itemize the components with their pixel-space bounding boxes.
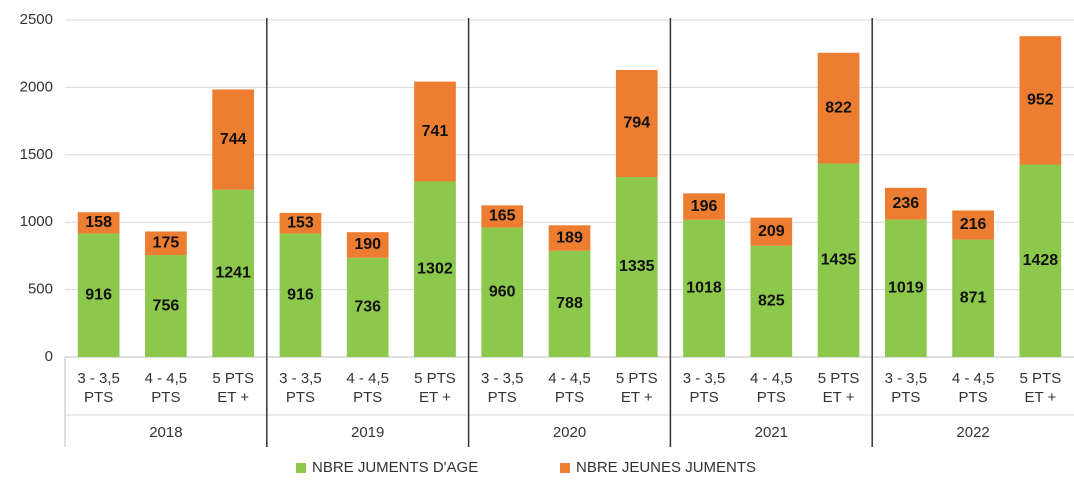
bar-segment [212,189,255,357]
data-label: 788 [556,295,583,312]
x-tick-label: 5 PTS ET + [1019,370,1062,406]
bar-segment [683,219,725,357]
data-label: 871 [960,290,987,307]
bar-segment [884,187,927,220]
data-label: 1335 [619,258,655,275]
data-label: 916 [85,286,112,303]
data-label: 825 [758,293,785,310]
x-tick-label: 4 - 4,5 PTS [750,370,793,406]
group-label: 2020 [553,424,586,441]
bar-segment [952,239,994,357]
x-tick-label: 4 - 4,5 PTS [951,370,995,406]
data-label: 216 [960,216,987,233]
data-label: 158 [85,214,112,231]
y-tick-label: 1500 [20,146,53,163]
legend-swatch [560,463,570,473]
x-tick-label: 5 PTS ET + [615,370,658,406]
bar-segment [817,52,860,164]
bar-segment [279,212,322,234]
data-label: 209 [758,223,785,240]
data-label: 960 [489,284,516,301]
data-label: 1428 [1023,252,1059,269]
data-label: 1019 [888,280,924,297]
data-label: 794 [623,115,650,132]
x-tick-label: 4 - 4,5 PTS [346,370,389,406]
data-label: 189 [556,229,583,246]
data-label: 196 [691,198,718,215]
data-label: 756 [153,297,180,314]
data-label: 1018 [686,280,722,297]
x-tick-label: 4 - 4,5 PTS [144,370,188,406]
bar-segment [212,89,255,190]
bar-segment [548,225,591,251]
bar-segment [346,232,389,258]
bar-segment [481,227,524,357]
legend-label: NBRE JUMENTS D'AGE [312,459,478,476]
data-label: 916 [287,286,314,303]
bar-segment [683,193,725,220]
data-label: 1435 [821,251,857,268]
data-label: 741 [422,123,449,140]
x-tick-label: 4 - 4,5 PTS [548,370,591,406]
bar-segment [615,177,658,357]
bar-segment [750,217,793,246]
y-tick-label: 500 [28,281,53,298]
bar-segment [414,81,456,182]
data-label: 153 [287,214,314,231]
data-label: 190 [354,236,381,253]
group-label: 2019 [351,424,384,441]
bar-segment [1019,164,1062,357]
bar-segment [77,233,120,357]
legend-label: NBRE JEUNES JUMENTS [576,459,756,476]
data-label: 822 [825,99,852,116]
data-label: 744 [220,131,247,148]
bar-segment [77,212,120,234]
bar-segment [952,210,994,240]
x-tick-label: 3 - 3,5 PTS [884,370,928,406]
data-label: 175 [153,235,180,252]
group-label: 2018 [149,424,182,441]
x-tick-label: 3 - 3,5 PTS [480,370,524,406]
bar-segment [884,219,927,357]
bar-segment [279,233,322,357]
data-label: 1241 [215,265,251,282]
group-label: 2022 [956,424,989,441]
bar-segment [145,231,187,256]
data-label: 236 [892,195,919,212]
bar-segment [1019,36,1062,165]
y-tick-label: 1000 [20,213,53,230]
bar-segment [414,181,456,357]
bar-segment [548,250,591,357]
x-tick-label: 5 PTS ET + [212,370,254,406]
data-label: 952 [1027,92,1054,109]
y-tick-label: 0 [45,348,53,365]
bar-segment [817,163,860,357]
x-tick-label: 3 - 3,5 PTS [77,370,120,406]
x-tick-label: 5 PTS ET + [817,370,860,406]
bar-segment [481,205,524,228]
y-tick-label: 2000 [20,78,53,95]
bar-segment [346,257,389,357]
bar-segment [145,255,187,357]
y-tick-label: 2500 [20,11,53,28]
data-label: 165 [489,208,516,225]
x-tick-label: 3 - 3,5 PTS [682,370,726,406]
legend-swatch [296,463,306,473]
data-label: 736 [354,299,381,316]
bar-segment [615,70,658,178]
bar-segment [750,245,793,357]
x-tick-label: 5 PTS ET + [414,370,456,406]
group-label: 2021 [755,424,788,441]
x-tick-label: 3 - 3,5 PTS [279,370,322,406]
data-label: 1302 [417,260,453,277]
